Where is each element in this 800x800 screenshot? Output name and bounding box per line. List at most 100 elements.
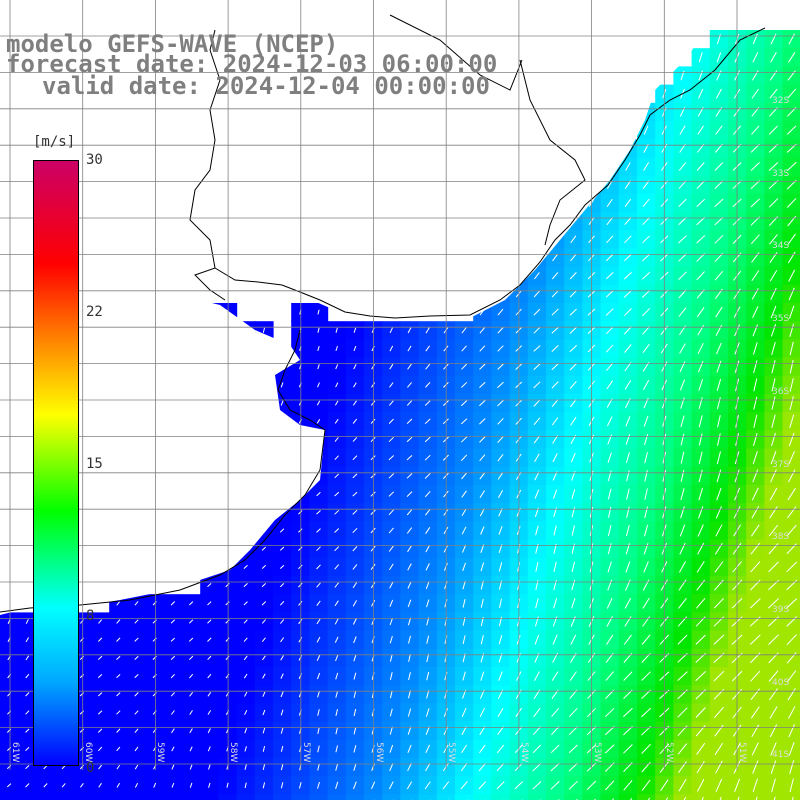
wind-arrow (170, 601, 176, 606)
wind-arrow (298, 510, 303, 515)
wind-arrow (335, 345, 338, 352)
wind-arrow (317, 781, 320, 789)
wind-arrow (479, 400, 486, 407)
wind-arrow (497, 381, 504, 389)
lon-label: 55W (446, 742, 457, 763)
wind-arrow (407, 382, 412, 388)
wind-arrow (680, 506, 685, 519)
wind-arrow (535, 598, 539, 609)
wind-arrow (406, 473, 413, 479)
wind-arrow (370, 455, 376, 461)
lat-lon-grid (0, 0, 800, 770)
speed-cell (527, 794, 547, 800)
wind-arrow (552, 253, 559, 262)
wind-arrow (316, 491, 321, 497)
wind-arrow (299, 781, 302, 789)
wind-arrow (261, 583, 267, 588)
wind-arrow (533, 381, 541, 389)
wind-arrow (424, 454, 431, 461)
wind-arrow (298, 528, 303, 533)
wind-arrow (770, 742, 777, 756)
wind-arrow (643, 415, 649, 427)
wind-arrow (244, 764, 247, 770)
wind-arrow (497, 435, 504, 444)
wind-arrow (768, 198, 779, 208)
wind-arrow (751, 270, 760, 282)
map-title: modelo GEFS-WAVE (NCEP) (6, 30, 339, 58)
wind-arrow (480, 526, 485, 535)
wind-arrow (623, 253, 632, 262)
wind-arrow (644, 506, 648, 519)
wind-arrow (606, 416, 613, 427)
wind-arrow (461, 490, 467, 498)
wind-arrow (407, 599, 412, 608)
wind-arrow (606, 362, 614, 371)
wind-arrow (226, 782, 229, 788)
wind-arrow (696, 162, 705, 171)
wind-arrow (787, 487, 796, 501)
wind-arrow (551, 363, 559, 371)
wind-arrow (280, 763, 284, 771)
wind-arrow (680, 469, 685, 482)
wind-arrow (460, 781, 468, 790)
lon-label: 54W (518, 742, 529, 763)
wind-arrow (244, 782, 247, 789)
wind-arrow (25, 728, 30, 733)
wind-arrow (643, 125, 649, 135)
wind-arrow (461, 526, 467, 535)
wind-arrow (189, 673, 194, 679)
wind-arrow (461, 454, 468, 461)
wind-arrow (425, 509, 431, 516)
wind-arrow (642, 579, 650, 591)
wind-arrow (479, 707, 485, 718)
wind-arrow (771, 414, 776, 429)
wind-arrow (786, 125, 797, 135)
wind-arrow (605, 272, 614, 280)
wind-arrow (768, 670, 779, 682)
wind-arrow (786, 524, 797, 537)
wind-arrow (497, 327, 504, 334)
wind-arrow (715, 524, 723, 537)
wind-arrow (496, 762, 505, 772)
wind-arrow (678, 561, 687, 573)
wind-arrow (352, 491, 358, 497)
wind-arrow (316, 510, 321, 515)
speed-cell (400, 794, 420, 800)
wind-arrow (607, 579, 613, 591)
wind-arrow (280, 619, 285, 624)
wind-arrow (624, 217, 632, 226)
wind-arrow (770, 469, 777, 483)
wind-arrow (753, 432, 758, 447)
wind-arrow (695, 725, 706, 737)
wind-arrow (643, 561, 649, 573)
wind-arrow (624, 380, 632, 390)
wind-arrow (768, 598, 779, 609)
wind-arrow (406, 491, 413, 497)
wind-arrow (737, 796, 740, 800)
wind-arrow (461, 345, 467, 352)
wind-arrow (698, 52, 703, 63)
wind-arrow (678, 579, 687, 591)
wind-arrow (424, 436, 431, 443)
wind-arrow (316, 600, 321, 607)
wind-arrow (25, 746, 30, 751)
wind-arrow (753, 360, 758, 374)
wind-arrow (243, 619, 248, 624)
wind-arrow (695, 671, 707, 682)
wind-arrow (25, 673, 30, 679)
wind-arrow (769, 506, 778, 519)
wind-arrow (225, 601, 230, 606)
wind-arrow (751, 125, 760, 135)
wind-arrow (116, 600, 121, 606)
wind-arrow (316, 672, 321, 680)
wind-arrow (407, 581, 412, 589)
wind-arrow (696, 760, 705, 774)
wind-arrow (678, 597, 687, 609)
wind-arrow (370, 509, 376, 515)
wind-arrow (568, 780, 578, 790)
wind-arrow (641, 271, 651, 280)
wind-arrow (334, 528, 340, 533)
wind-arrow (279, 546, 285, 551)
wind-arrow (408, 690, 411, 699)
